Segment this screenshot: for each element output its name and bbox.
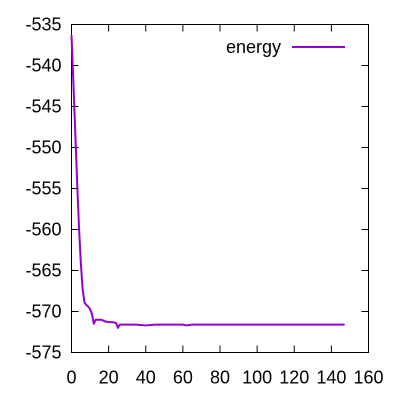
x-tick-label: 40 (136, 368, 156, 388)
data-point (108, 321, 110, 323)
data-point (91, 313, 93, 315)
data-point (72, 81, 74, 83)
data-point (275, 324, 277, 326)
data-point (78, 224, 80, 226)
data-point (172, 324, 175, 326)
x-tick-label: 80 (210, 368, 230, 388)
data-point (154, 324, 156, 326)
x-tick-label: 120 (279, 368, 309, 388)
series-line-energy (70, 35, 345, 329)
data-point (80, 261, 82, 263)
data-point (87, 305, 89, 308)
y-tick-label: -570 (25, 302, 61, 322)
data-point (95, 319, 97, 321)
data-point (145, 324, 147, 327)
y-tick-label: -545 (25, 97, 61, 117)
data-point (104, 320, 106, 322)
data-point (200, 324, 203, 326)
data-point (343, 324, 345, 326)
data-point (185, 324, 188, 327)
data-point (83, 301, 86, 304)
legend: energy (226, 37, 345, 57)
data-point (135, 324, 138, 326)
x-tick-labels: 0 20 40 60 80 100 120 140 160 (66, 368, 383, 388)
data-point (237, 324, 240, 326)
data-point (126, 324, 128, 326)
data-point (163, 324, 165, 326)
data-point (117, 327, 119, 329)
data-point (293, 324, 295, 326)
y-tick-label: -555 (25, 179, 61, 199)
data-point (115, 322, 117, 324)
data-point (96, 319, 99, 321)
data-point (82, 288, 84, 290)
data-point (122, 324, 125, 326)
x-tick-label: 20 (99, 368, 119, 388)
y-tick-label: -565 (25, 261, 61, 281)
data-point (219, 324, 221, 326)
x-tick-label: 160 (353, 368, 383, 388)
data-point (256, 324, 258, 326)
y-tick-label: -550 (25, 138, 61, 158)
y-tick-label: -575 (25, 343, 61, 363)
axis-ticks (71, 24, 369, 353)
x-tick-label: 0 (66, 368, 76, 388)
data-point (93, 323, 95, 325)
data-point (100, 319, 102, 321)
x-tick-label: 140 (316, 368, 346, 388)
y-tick-label: -560 (25, 220, 61, 240)
y-tick-label: -535 (25, 15, 61, 35)
data-point (191, 324, 193, 326)
data-point (111, 321, 113, 323)
y-tick-labels: -535 -540 -545 -550 -555 -560 -565 -570 -575 (25, 15, 61, 363)
data-point (85, 304, 87, 306)
data-point (89, 308, 91, 310)
legend-label: energy (226, 37, 281, 57)
data-point (70, 34, 73, 36)
data-point (119, 324, 121, 326)
x-tick-label: 100 (242, 368, 272, 388)
data-point (312, 324, 314, 326)
data-point (74, 130, 76, 132)
data-point (76, 179, 78, 181)
data-point (330, 324, 332, 326)
x-tick-label: 60 (173, 368, 193, 388)
y-tick-label: -540 (25, 56, 61, 76)
data-point (182, 324, 184, 326)
series-layer (70, 34, 345, 329)
plot-frame (71, 24, 369, 353)
